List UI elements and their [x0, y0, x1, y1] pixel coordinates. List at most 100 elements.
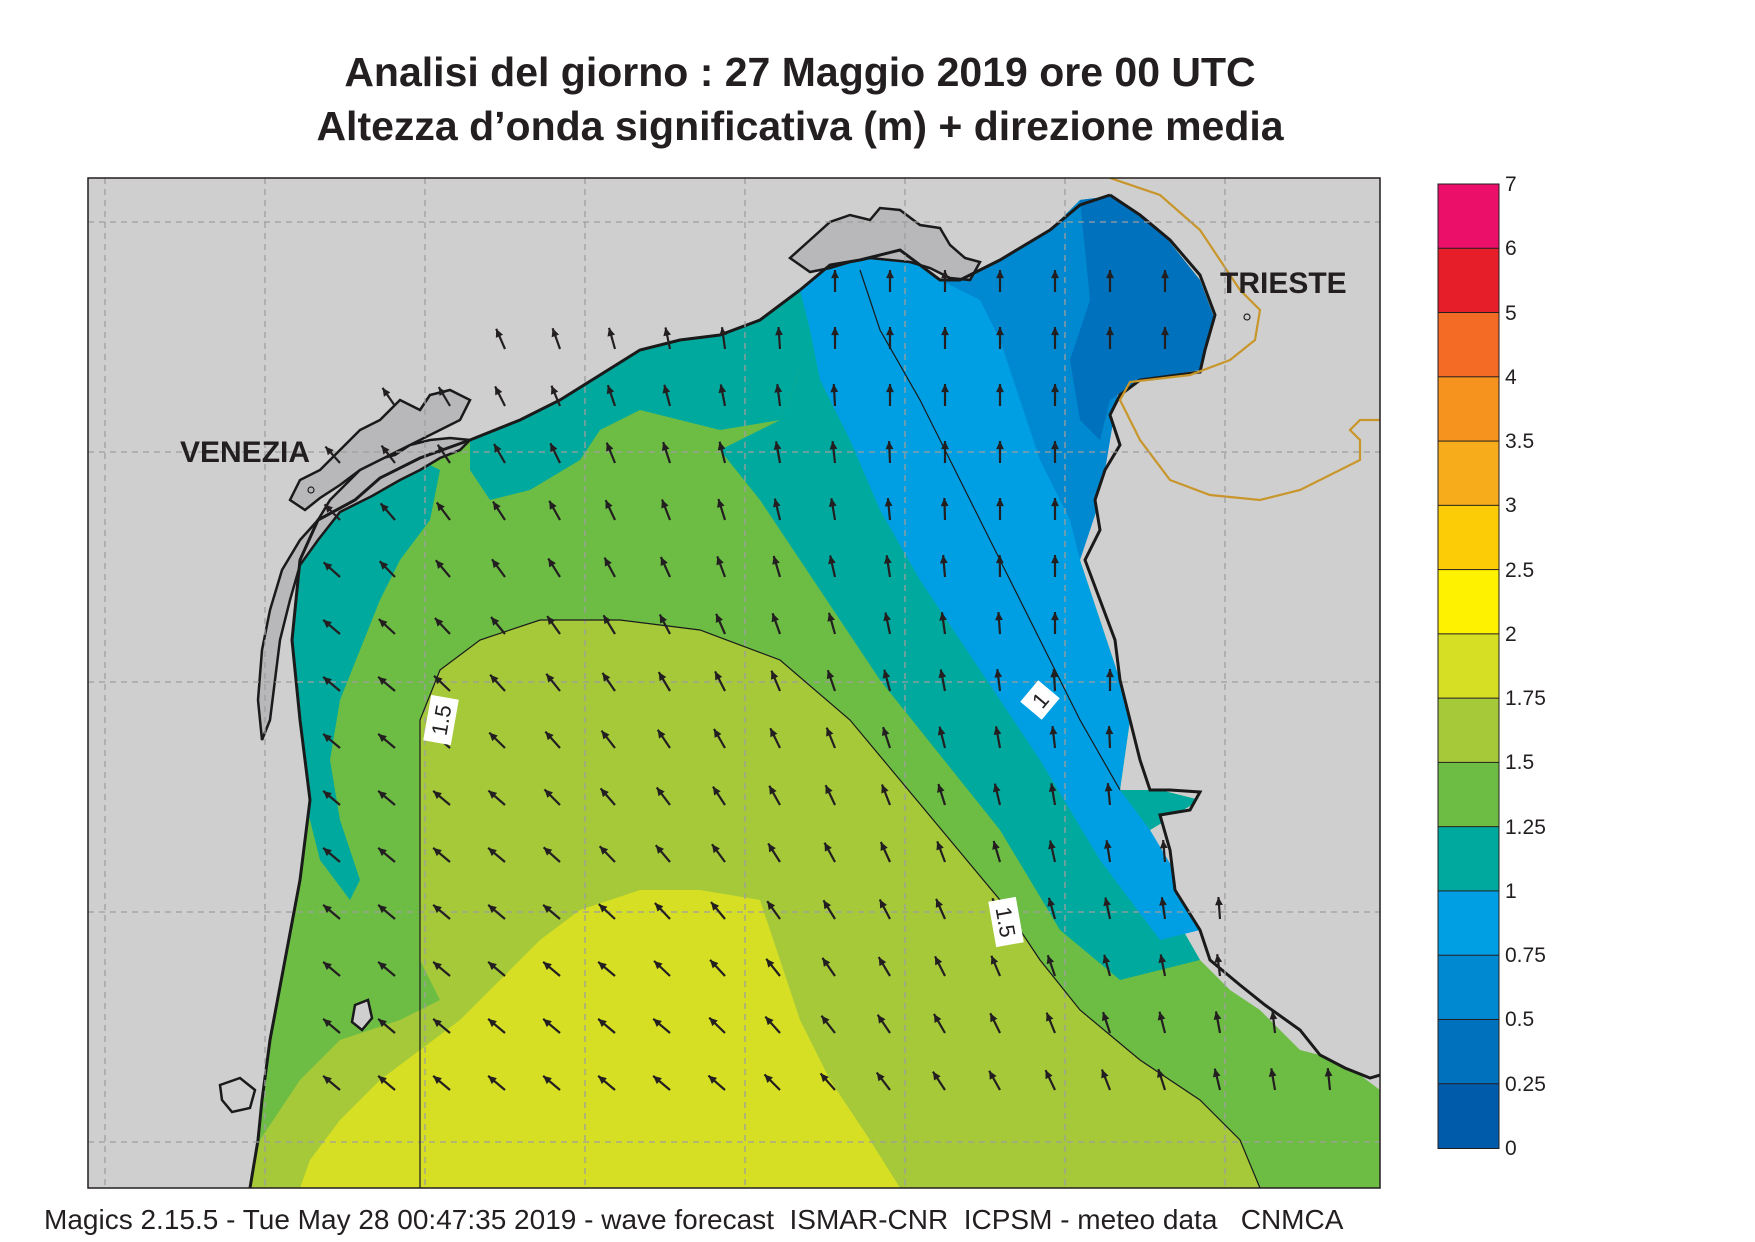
wave-arrow-head [600, 788, 609, 798]
place-label-trieste: TRIESTE [1220, 267, 1347, 300]
colorbar-tick-label: 1 [1505, 879, 1517, 903]
wave-arrow-head [606, 442, 614, 452]
wave-arrow-head [764, 1074, 773, 1083]
wave-arrow-head [490, 674, 499, 684]
colorbar-tick-label: 0.25 [1505, 1072, 1546, 1096]
colorbar-swatch [1437, 376, 1500, 443]
wave-arrow-head [1105, 726, 1114, 735]
colorbar-swatch [1437, 183, 1500, 250]
wave-arrow-head [715, 671, 723, 681]
colorbar-swatch [1437, 247, 1500, 314]
wave-arrow-head [323, 847, 332, 857]
wave-arrow-head [1051, 498, 1059, 507]
wave-arrow-head [661, 442, 670, 452]
wave-arrow-head [378, 1018, 387, 1028]
wave-arrow-head [551, 385, 559, 395]
wave-arrow-head [940, 498, 949, 507]
wave-arrow-head [323, 676, 332, 686]
wave-arrow-head [879, 899, 888, 909]
wave-arrow-head [323, 733, 332, 743]
land-west [88, 178, 810, 1188]
wave-arrow-head [1046, 1012, 1054, 1022]
wave-arrow-head [1047, 897, 1055, 907]
wave-arrow-head [1157, 1011, 1166, 1021]
wave-arrow-head [995, 612, 1003, 621]
wave-arrow-head [713, 728, 722, 738]
wave-arrow-head [878, 957, 887, 967]
wave-arrow-head [1050, 669, 1059, 678]
wave-arrow-head [884, 555, 892, 564]
wave-arrow-head [884, 498, 893, 507]
wave-arrow-head [378, 904, 387, 914]
wave-direction-arrows [322, 270, 1333, 1091]
wave-arrow-head [657, 729, 666, 739]
wave-arrow-head [774, 384, 783, 393]
colorbar-tick-label: 7 [1505, 173, 1517, 196]
wave-arrow-head [598, 1075, 607, 1085]
wave-arrow-head [828, 555, 836, 565]
sea-band-1-1-25-west [292, 460, 440, 900]
wave-arrow-head [712, 786, 721, 796]
coastline-east [1083, 193, 1380, 1080]
wave-arrow-head [1051, 441, 1059, 450]
wave-arrow-head [1157, 1069, 1165, 1078]
wave-arrow-head [719, 327, 727, 336]
wave-arrow-head [936, 841, 944, 851]
wave-arrow-head [495, 386, 503, 396]
colorbar-tick-label: 0.75 [1505, 944, 1546, 968]
wave-arrow-head [824, 842, 832, 852]
wave-arrow-head [1269, 1011, 1278, 1020]
colorbar-swatch [1437, 633, 1500, 700]
wave-arrow-head [1106, 327, 1114, 336]
sea-band-1-75-2 [300, 890, 900, 1188]
wave-arrow-head [603, 615, 612, 625]
wave-arrow-head [433, 904, 442, 914]
wave-arrow-head [937, 726, 946, 736]
wave-arrow-head [938, 669, 947, 679]
wave-arrow-head [488, 1018, 497, 1028]
wave-arrow-head [937, 784, 945, 793]
contour-line-1 [859, 269, 1121, 791]
graticule [88, 178, 1380, 1188]
colorbar-swatch [1437, 1083, 1500, 1149]
wave-arrow-head [996, 270, 1004, 279]
wave-arrow-head [932, 1071, 941, 1081]
wave-arrow-head [773, 441, 782, 451]
wave-arrow-head [715, 613, 724, 623]
wave-arrow-head [438, 387, 447, 397]
wave-arrow-head [717, 441, 726, 451]
wave-arrow-head [1212, 1068, 1221, 1078]
wave-arrow-head [1103, 897, 1111, 907]
wave-arrow-head [992, 840, 1000, 850]
wave-arrow-head [1215, 897, 1223, 906]
wave-arrow-head [883, 612, 891, 622]
wave-arrow-head [876, 1072, 885, 1082]
coast-islet-sw-2 [350, 998, 374, 1032]
wave-arrow-head [380, 503, 389, 513]
wave-arrow-head [437, 444, 446, 454]
wave-arrow-head [881, 784, 889, 794]
wave-arrow-head [378, 961, 387, 971]
colorbar-tick-label: 2.5 [1505, 558, 1535, 582]
wave-arrow-head [323, 562, 333, 571]
wave-arrow-head [826, 727, 834, 737]
wave-arrow-head [939, 555, 948, 564]
wave-arrow-head [378, 676, 387, 686]
wave-arrow-head [550, 443, 558, 453]
wave-arrow-head [1161, 327, 1169, 336]
wave-arrow-head [771, 613, 779, 623]
wave-arrow-head [821, 1015, 830, 1025]
wave-arrow-head [488, 961, 497, 971]
wave-arrow-head [769, 785, 777, 795]
map-frame [87, 177, 1381, 1189]
wave-arrow-head [433, 1075, 442, 1085]
colorbar-swatch [1437, 504, 1500, 571]
land-east [1085, 178, 1380, 1078]
wave-arrow-head [1106, 270, 1114, 279]
contour-line-1-5-west [419, 619, 1261, 1188]
wave-arrow-head [494, 443, 502, 453]
colorbar [1437, 183, 1500, 1149]
wave-arrow-head [547, 616, 556, 625]
wave-arrow-head [654, 960, 663, 970]
map-title-line1: Analisi del giorno : 27 Maggio 2019 ore … [344, 49, 1256, 95]
